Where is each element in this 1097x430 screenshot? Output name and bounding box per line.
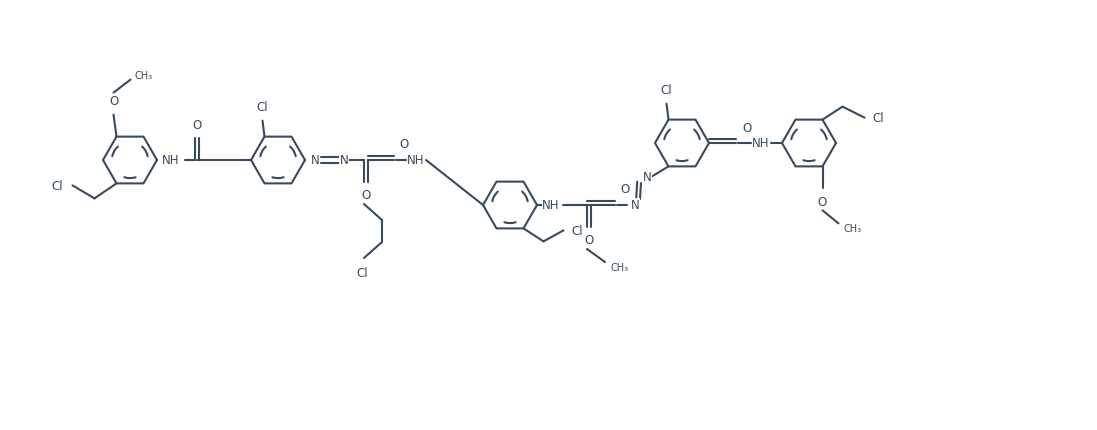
Text: Cl: Cl (257, 101, 269, 114)
Text: NH: NH (542, 199, 559, 212)
Text: Cl: Cl (873, 112, 884, 125)
Text: Cl: Cl (357, 267, 367, 280)
Text: O: O (818, 195, 827, 209)
Text: Cl: Cl (572, 224, 584, 237)
Text: O: O (192, 119, 202, 132)
Text: N: N (643, 171, 652, 184)
Text: N: N (631, 199, 640, 212)
Text: NH: NH (753, 137, 770, 150)
Text: CH₃: CH₃ (135, 71, 152, 80)
Text: O: O (109, 95, 118, 108)
Text: CH₃: CH₃ (844, 224, 861, 234)
Text: NH: NH (162, 154, 180, 167)
Text: N: N (340, 154, 349, 167)
Text: O: O (585, 234, 593, 247)
Text: CH₃: CH₃ (611, 262, 629, 272)
Text: O: O (361, 189, 371, 202)
Text: Cl: Cl (52, 179, 64, 193)
Text: Cl: Cl (660, 84, 672, 97)
Text: N: N (310, 154, 319, 167)
Text: NH: NH (407, 154, 425, 167)
Text: O: O (621, 183, 630, 196)
Text: O: O (743, 122, 751, 135)
Text: O: O (399, 138, 408, 151)
